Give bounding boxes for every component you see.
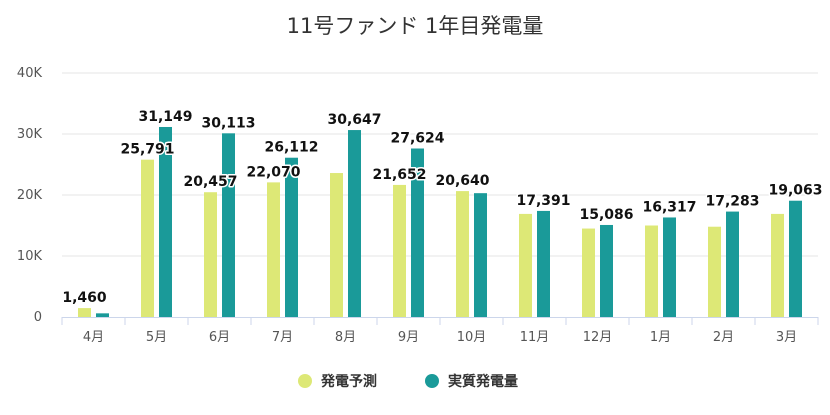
bar-actual[interactable] [726,211,739,317]
data-label: 16,317 [642,199,696,215]
data-labels: 1,460 25,791 31,149 20,457 30,113 22,070 26,11… [61,107,824,307]
legend[interactable]: 発電予測 実質発電量 [298,373,518,390]
bar-actual[interactable] [663,217,676,317]
bar-actual[interactable] [537,210,550,317]
bar-forecast[interactable] [519,213,532,317]
x-tick-label: 8月 [335,330,356,345]
y-tick-label: 10K [17,249,43,264]
data-label: 20,640 [435,173,489,189]
data-label: 25,791 [120,142,174,158]
bar-forecast[interactable] [645,225,658,318]
data-label: 19,063 [768,183,822,199]
bar-actual[interactable] [96,313,109,317]
bar-forecast[interactable] [393,184,406,317]
bar-forecast[interactable] [708,226,721,317]
bars [78,126,802,318]
bar-actual[interactable] [222,133,235,317]
legend-item-forecast[interactable]: 発電予測 [298,373,377,390]
bar-actual[interactable] [474,193,487,317]
data-label: 1,460 [62,290,107,306]
data-label: 31,149 [138,109,192,125]
bar-forecast[interactable] [78,308,91,317]
legend-marker [425,374,439,388]
x-tick-label: 3月 [776,330,797,345]
bar-forecast[interactable] [771,213,784,317]
x-tick-label: 9月 [398,330,419,345]
data-label: 22,070 [246,164,300,180]
bar-actual[interactable] [348,130,361,317]
y-tick-label: 0 [34,310,42,325]
y-tick-label: 20K [17,188,43,203]
x-tick-label: 5月 [146,330,167,345]
data-label: 20,457 [183,174,237,190]
data-label: 21,652 [372,167,426,183]
data-label: 27,624 [390,130,444,146]
bar-actual[interactable] [411,148,424,317]
bar-actual[interactable] [789,200,802,317]
gridlines: 0 10K 20K 30K 40K [17,66,818,325]
legend-item-actual[interactable]: 実質発電量 [425,373,518,390]
bar-actual[interactable] [600,224,613,317]
x-tick-label: 12月 [583,330,613,345]
x-tick-label: 7月 [272,330,293,345]
x-tick-label: 6月 [209,330,230,345]
bar-forecast[interactable] [204,192,217,317]
bar-forecast[interactable] [456,191,469,317]
x-tick-label: 10月 [457,330,487,345]
bar-forecast[interactable] [141,159,154,317]
y-tick-label: 40K [17,66,43,81]
bar-actual[interactable] [285,157,298,317]
bar-forecast[interactable] [267,182,280,317]
legend-label: 実質発電量 [448,373,518,390]
legend-marker [298,374,312,388]
legend-label: 発電予測 [320,373,377,390]
x-tick-label: 1月 [650,330,671,345]
x-tick-label: 4月 [83,330,104,345]
x-tick-label: 11月 [520,330,550,345]
data-label: 30,113 [201,115,255,131]
x-axis: 4月 5月 6月 7月 8月 9月 10月 11月 12月 1月 2月 3月 [61,317,819,345]
data-label: 17,391 [516,193,570,209]
data-label: 26,112 [264,140,318,156]
bar-forecast[interactable] [330,173,343,317]
bar-actual[interactable] [159,126,172,318]
chart-title: 11号ファンド 1年目発電量 [287,14,544,38]
data-label: 17,283 [705,194,759,210]
data-label: 15,086 [579,207,633,223]
x-tick-label: 2月 [713,330,734,345]
bar-forecast[interactable] [582,228,595,317]
y-tick-label: 30K [17,127,43,142]
data-label: 30,647 [327,112,381,128]
